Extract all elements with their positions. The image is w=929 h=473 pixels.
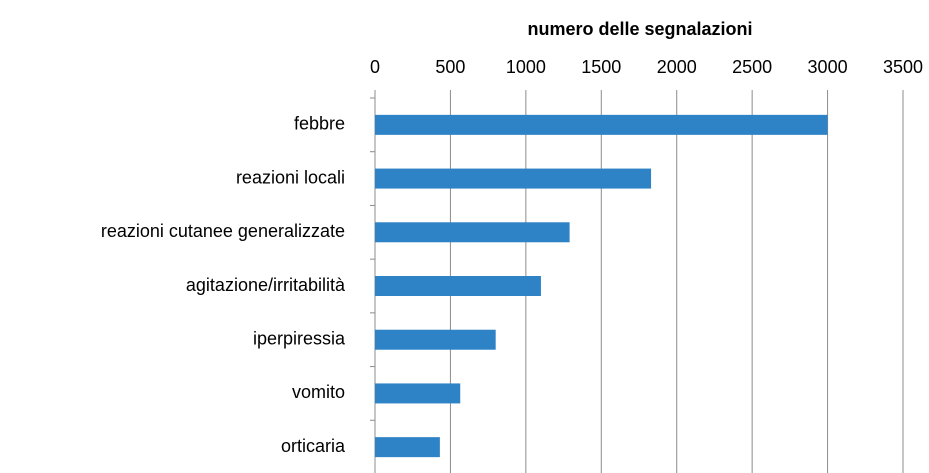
bar: [375, 437, 440, 458]
y-tick-label: reazioni locali: [236, 167, 345, 187]
bar: [375, 114, 828, 135]
bar: [375, 383, 461, 404]
x-tick-label: 0: [370, 57, 380, 77]
y-tick-label: febbre: [294, 114, 345, 134]
x-tick-label: 3500: [883, 57, 923, 77]
x-tick-label: 3000: [808, 57, 848, 77]
chart-title: numero delle segnalazioni: [527, 19, 752, 39]
y-tick-label: iperpiressia: [253, 328, 346, 348]
x-tick-label: 1500: [581, 57, 621, 77]
y-tick-label: reazioni cutanee generalizzate: [101, 221, 345, 241]
bar: [375, 168, 652, 189]
bar: [375, 329, 496, 350]
y-tick-label: vomito: [292, 382, 345, 402]
bar: [375, 276, 541, 296]
x-tick-label: 500: [435, 57, 465, 77]
y-tick-label: orticaria: [281, 436, 346, 456]
x-tick-label: 2500: [732, 57, 772, 77]
x-tick-label: 1000: [506, 57, 546, 77]
x-tick-label: 2000: [657, 57, 697, 77]
y-tick-label: agitazione/irritabilità: [186, 275, 346, 295]
bar: [375, 222, 570, 243]
